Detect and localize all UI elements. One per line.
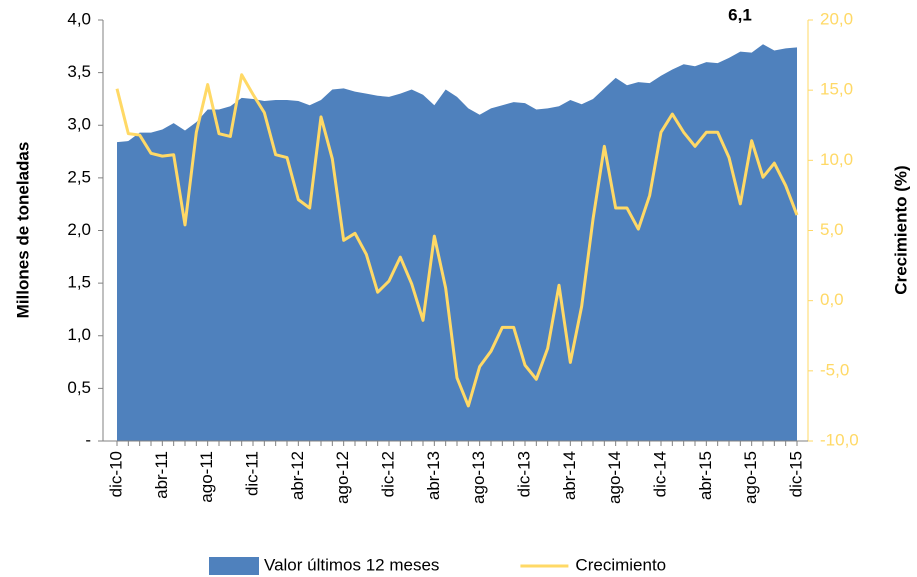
area bbox=[117, 44, 797, 442]
y2-axis-label: Crecimiento (%) bbox=[891, 165, 910, 294]
y-axis-label: Millones de toneladas bbox=[13, 142, 32, 319]
x-tick-label: abr-14 bbox=[560, 451, 579, 500]
x-tick-label: abr-13 bbox=[424, 451, 443, 500]
y-tick-label: 4,0 bbox=[67, 9, 91, 28]
legend-label: Crecimiento bbox=[575, 555, 666, 574]
y-tick-label: 0,5 bbox=[67, 378, 91, 397]
x-tick-label: ago-14 bbox=[605, 451, 624, 504]
x-tick-label: dic-10 bbox=[106, 451, 125, 497]
y2-tick-label: -10,0 bbox=[820, 430, 859, 449]
y2-tick-label: 20,0 bbox=[820, 9, 853, 28]
y-tick-label: 2,5 bbox=[67, 167, 91, 186]
y-tick-label: 2,0 bbox=[67, 220, 91, 239]
y2-tick-label: 15,0 bbox=[820, 80, 853, 99]
x-tick-label: abr-12 bbox=[288, 451, 307, 500]
y-tick-label: 3,5 bbox=[67, 62, 91, 81]
y-tick-label: 1,5 bbox=[67, 273, 91, 292]
x-tick-label: dic-12 bbox=[378, 451, 397, 497]
x-tick-label: dic-11 bbox=[242, 451, 261, 496]
y-tick-label: - bbox=[85, 430, 91, 449]
annotation: 6,1 bbox=[728, 5, 752, 24]
line bbox=[115, 73, 799, 408]
y2-tick-label: -5,0 bbox=[820, 360, 849, 379]
y2-tick-label: 0,0 bbox=[820, 290, 844, 309]
x-tick-label: ago-15 bbox=[741, 451, 760, 504]
x-tick-label: abr-15 bbox=[696, 451, 715, 500]
y2-tick-label: 10,0 bbox=[820, 150, 853, 169]
y2-tick-label: 5,0 bbox=[820, 220, 844, 239]
y-tick-label: 3,0 bbox=[67, 115, 91, 134]
x-tick-label: ago-12 bbox=[333, 451, 352, 504]
x-tick-label: ago-11 bbox=[197, 451, 216, 503]
legend-swatch bbox=[209, 557, 259, 575]
x-tick-label: dic-14 bbox=[650, 451, 669, 497]
x-tick-label: dic-13 bbox=[514, 451, 533, 497]
x-tick-label: dic-15 bbox=[786, 451, 805, 497]
x-tick-label: abr-11 bbox=[152, 451, 171, 499]
y-tick-label: 1,0 bbox=[67, 325, 91, 344]
legend-label: Valor últimos 12 meses bbox=[264, 555, 439, 574]
x-tick-label: ago-13 bbox=[469, 451, 488, 504]
